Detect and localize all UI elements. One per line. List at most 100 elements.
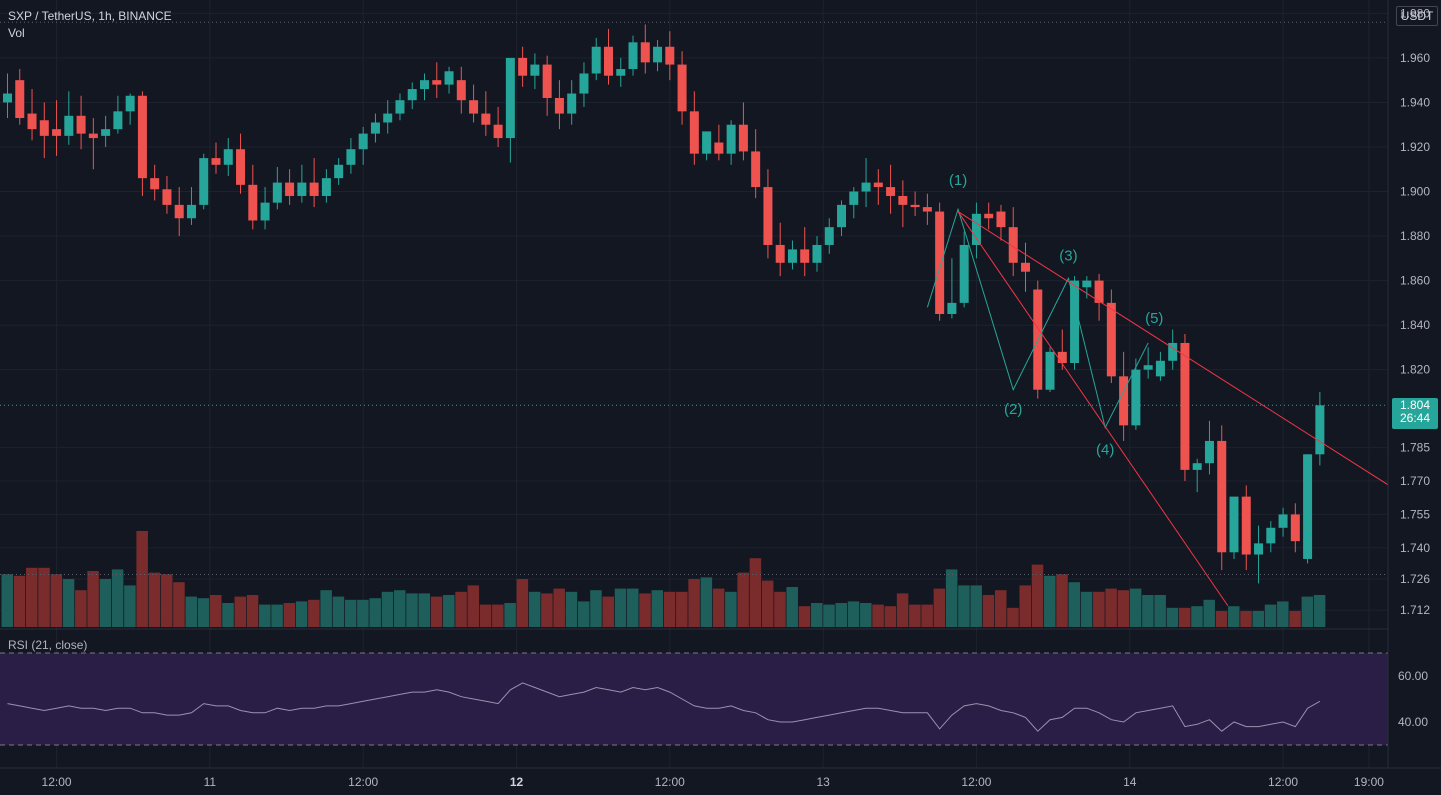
volume-bar: [786, 587, 798, 627]
candle-body: [370, 122, 380, 134]
candle: [260, 187, 270, 230]
candle: [1119, 351, 1129, 441]
candle: [407, 82, 417, 110]
price-tick-label: 1.820: [1400, 363, 1430, 377]
candle: [1266, 521, 1276, 553]
volume-bar: [909, 604, 921, 627]
volume-bar: [700, 577, 713, 627]
volume-bar: [774, 591, 786, 627]
candle: [665, 31, 675, 81]
bar-countdown: 26:44: [1399, 411, 1431, 425]
wave-label: (3): [1059, 248, 1077, 265]
volume-bar: [369, 598, 381, 627]
candle-body: [898, 195, 908, 205]
wave-label: (5): [1145, 310, 1163, 327]
candle: [248, 164, 258, 230]
candle-body: [162, 189, 172, 205]
volume-bar: [99, 579, 112, 627]
volume-bar: [13, 575, 26, 627]
candle-body: [481, 113, 491, 125]
volume-bar: [1031, 564, 1044, 627]
volume-bar: [1301, 596, 1314, 627]
time-tick-label: 12:00: [1268, 775, 1298, 789]
candle: [518, 46, 528, 87]
candle: [738, 102, 748, 161]
volume-bar: [810, 603, 823, 627]
volume-bar: [1252, 611, 1265, 627]
currency-label[interactable]: USDT: [1396, 6, 1438, 26]
candle-body: [628, 42, 638, 70]
rsi-legend[interactable]: RSI (21, close): [8, 638, 88, 652]
volume-bar: [455, 591, 467, 627]
candle: [554, 80, 564, 130]
candle-body: [677, 64, 687, 112]
candle-body: [15, 80, 25, 119]
candle: [959, 231, 969, 308]
volume-bar: [994, 590, 1007, 627]
volume-bar: [1105, 588, 1117, 627]
candle-body: [1303, 454, 1313, 559]
candle: [285, 169, 295, 205]
candle-body: [456, 80, 466, 101]
volume-bar: [602, 596, 614, 627]
candle: [1229, 496, 1239, 559]
candle: [64, 91, 74, 145]
wave-label: (2): [1004, 401, 1022, 418]
candle: [971, 202, 981, 259]
volume-bar: [884, 606, 897, 627]
candle: [640, 24, 650, 74]
volume-bar: [1215, 611, 1228, 627]
volume-bar: [467, 585, 480, 627]
volume-bar: [725, 591, 737, 627]
candle-body: [1229, 496, 1239, 553]
candle: [812, 236, 822, 272]
candle-body: [52, 129, 62, 136]
candle-body: [1266, 527, 1276, 544]
volume-bar: [111, 569, 124, 627]
candle-body: [640, 42, 650, 63]
candle: [15, 69, 25, 125]
candle-body: [1008, 227, 1018, 263]
volume-bar: [1044, 575, 1056, 627]
symbol-legend[interactable]: SXP / TetherUS, 1h, BINANCE: [8, 9, 172, 23]
volume-bar: [847, 601, 860, 627]
time-tick-label: 19:00: [1354, 775, 1384, 789]
volume-legend[interactable]: Vol: [8, 26, 25, 40]
candle: [1290, 503, 1300, 553]
candle-body: [297, 182, 307, 196]
volume-bar: [1019, 585, 1031, 627]
candle-body: [1180, 342, 1190, 470]
candle: [616, 57, 626, 87]
candle-body: [971, 213, 981, 245]
candle: [714, 124, 724, 161]
rsi-tick-label: 60.00: [1398, 669, 1428, 683]
price-tick-label: 1.785: [1400, 441, 1430, 455]
candle-body: [1119, 376, 1129, 426]
candle-body: [1192, 463, 1202, 470]
volume-bar: [479, 604, 492, 627]
candle-body: [1106, 302, 1116, 377]
volume-bar: [1056, 574, 1068, 627]
candle: [1315, 391, 1325, 466]
candle-body: [591, 46, 601, 74]
candle: [432, 62, 442, 98]
volume-bar: [958, 585, 970, 627]
price-tick-label: 1.860: [1400, 274, 1430, 288]
price-tick-label: 1.920: [1400, 140, 1430, 154]
candle-body: [39, 120, 49, 136]
volume-bar: [26, 567, 38, 627]
candle-body: [1254, 543, 1264, 555]
volume-bar: [332, 596, 345, 627]
time-tick-label: 12:00: [655, 775, 685, 789]
candle-body: [1315, 405, 1325, 455]
candle-body: [150, 178, 160, 190]
candle: [775, 222, 785, 277]
price-tick-label: 1.940: [1400, 95, 1430, 109]
candle-body: [837, 204, 847, 228]
candle-body: [567, 93, 577, 114]
candle: [481, 91, 491, 136]
candle: [935, 202, 945, 321]
candle-body: [1278, 514, 1288, 528]
candle: [1204, 420, 1214, 475]
